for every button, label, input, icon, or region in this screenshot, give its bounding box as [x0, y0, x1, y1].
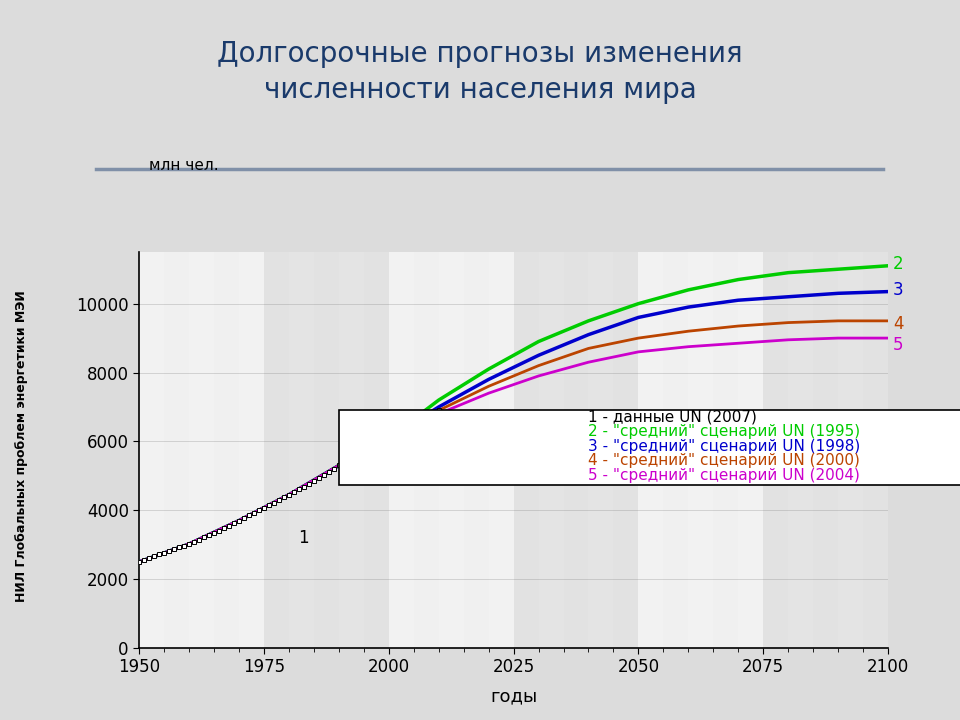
- Text: 1: 1: [299, 528, 309, 546]
- Text: 4 - "средний" сценарий UN (2000): 4 - "средний" сценарий UN (2000): [588, 453, 860, 468]
- Text: 3 - "средний" сценарий UN (1998): 3 - "средний" сценарий UN (1998): [588, 438, 861, 454]
- Bar: [838, 252, 863, 648]
- Bar: [339, 252, 364, 648]
- Text: 2 - "средний" сценарий UN (1995): 2 - "средний" сценарий UN (1995): [588, 424, 860, 439]
- Bar: [364, 252, 389, 648]
- Bar: [264, 252, 389, 648]
- Bar: [763, 252, 888, 648]
- Bar: [489, 252, 514, 648]
- Bar: [713, 252, 738, 648]
- Text: 5: 5: [893, 336, 903, 354]
- Bar: [613, 252, 638, 648]
- Bar: [389, 252, 414, 648]
- Text: 1 - данные UN (2007): 1 - данные UN (2007): [588, 410, 757, 425]
- Text: НИЛ Глобальных проблем энергетики МЭИ: НИЛ Глобальных проблем энергетики МЭИ: [14, 291, 28, 602]
- Bar: [564, 252, 588, 648]
- Bar: [439, 252, 464, 648]
- FancyBboxPatch shape: [339, 410, 960, 485]
- Text: млн чел.: млн чел.: [149, 158, 219, 173]
- Bar: [139, 252, 164, 648]
- Bar: [314, 252, 339, 648]
- Bar: [414, 252, 439, 648]
- Bar: [863, 252, 888, 648]
- Bar: [663, 252, 688, 648]
- Text: 4: 4: [893, 315, 903, 333]
- Text: Долгосрочные прогнозы изменения: Долгосрочные прогнозы изменения: [217, 40, 743, 68]
- Bar: [289, 252, 314, 648]
- X-axis label: годы: годы: [490, 688, 538, 706]
- Bar: [539, 252, 564, 648]
- Text: 2: 2: [893, 255, 903, 273]
- Bar: [888, 252, 913, 648]
- Text: 5 - "средний" сценарий UN (2004): 5 - "средний" сценарий UN (2004): [588, 467, 860, 482]
- Bar: [264, 252, 289, 648]
- Bar: [588, 252, 613, 648]
- Bar: [514, 252, 638, 648]
- Bar: [189, 252, 214, 648]
- Bar: [688, 252, 713, 648]
- Bar: [813, 252, 838, 648]
- Bar: [763, 252, 788, 648]
- Bar: [738, 252, 763, 648]
- Bar: [464, 252, 489, 648]
- Bar: [788, 252, 813, 648]
- Bar: [638, 252, 663, 648]
- Bar: [164, 252, 189, 648]
- Text: 3: 3: [893, 281, 903, 299]
- Bar: [239, 252, 264, 648]
- Bar: [214, 252, 239, 648]
- Text: численности населения мира: численности населения мира: [264, 76, 696, 104]
- Bar: [514, 252, 539, 648]
